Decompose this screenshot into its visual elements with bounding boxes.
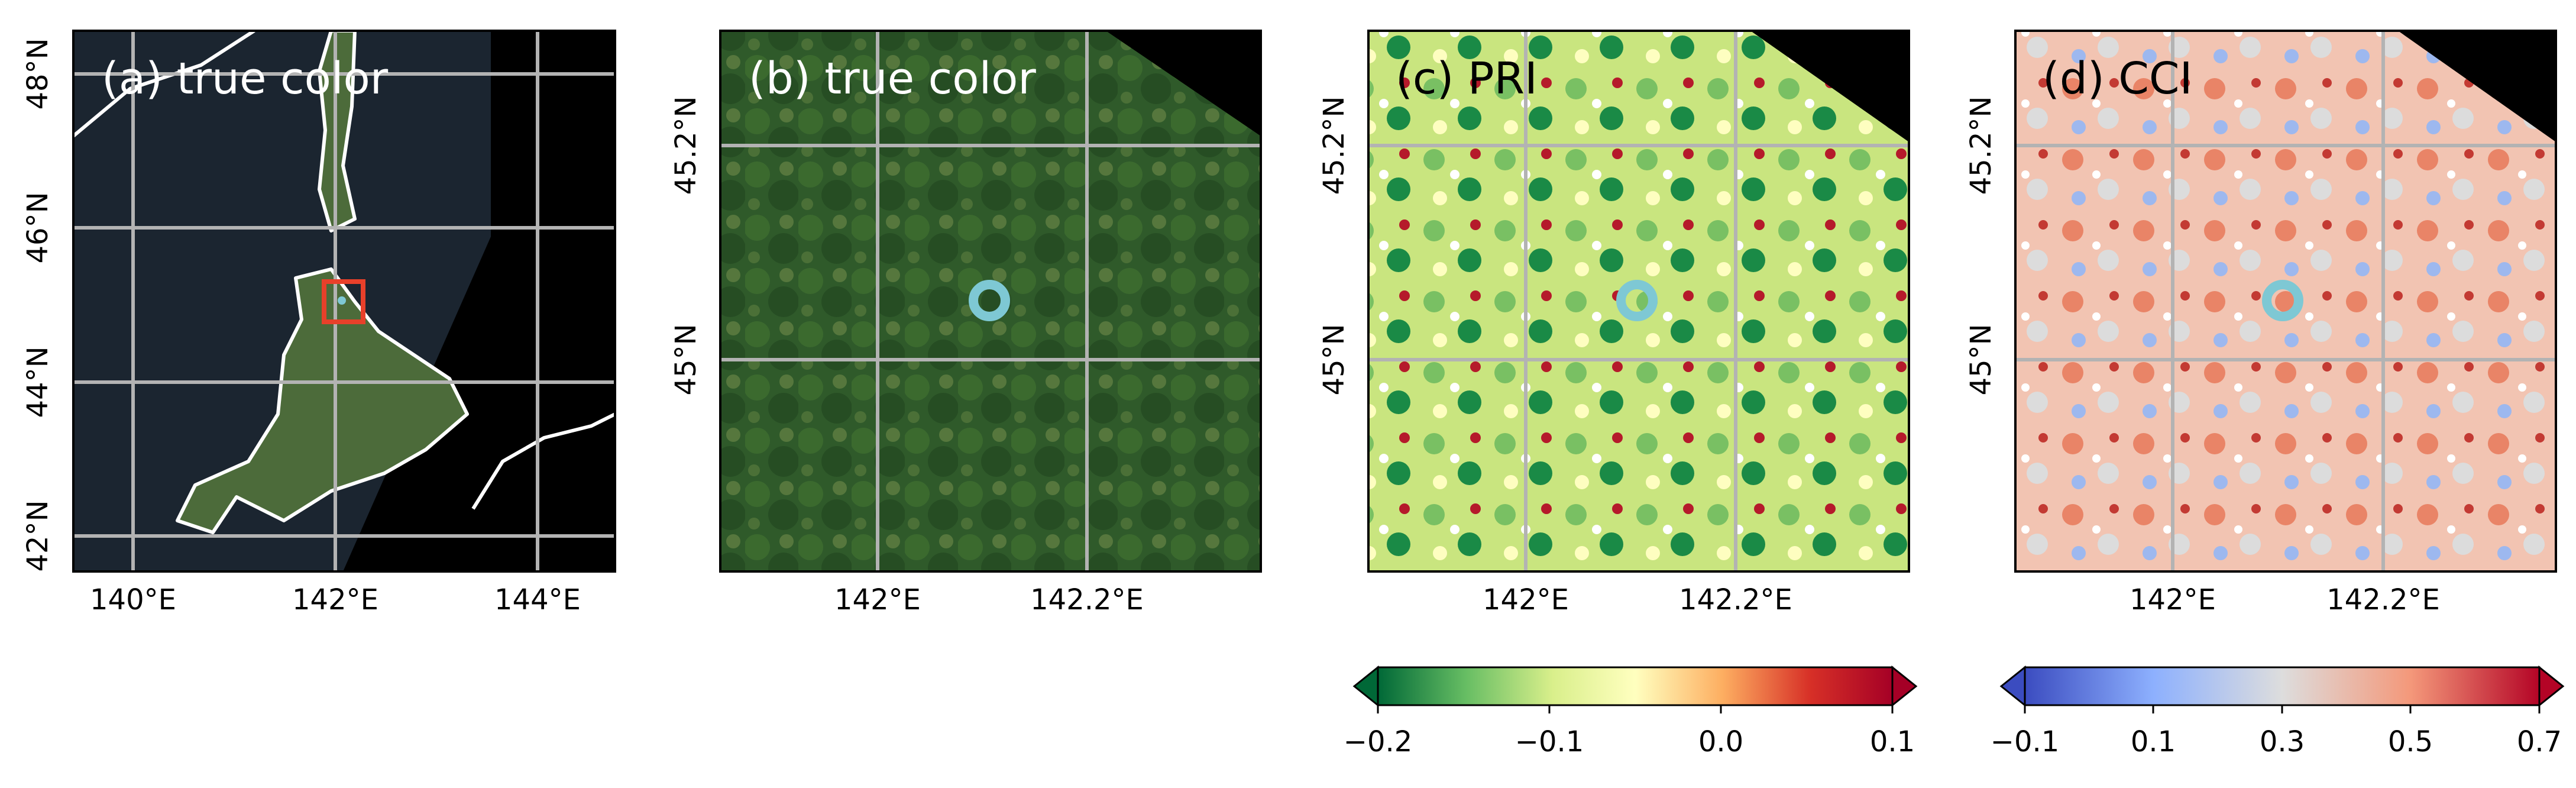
- panel-a-title: (a) true color: [102, 53, 389, 104]
- colorbar-pri-tick: −0.1: [1515, 725, 1584, 758]
- colorbar-cci-tick: 0.7: [2517, 725, 2562, 758]
- panel-b-gridlines: [720, 31, 1261, 571]
- panel-b-lon-tick: 142°E: [834, 583, 921, 616]
- study-area-box: [322, 279, 365, 324]
- panel-d-gridlines: [2015, 31, 2556, 571]
- colorbar-cci-tick: 0.3: [2260, 725, 2305, 758]
- panel-d-site-marker: [2262, 280, 2303, 321]
- panel-b-lon-tick: 142.2°E: [1030, 583, 1144, 616]
- panel-c-lon-tick: 142°E: [1483, 583, 1569, 616]
- coastline-continent: [73, 31, 255, 138]
- panel-c: (c) PRI 142°E 142.2°E 45°N 45.2°N: [1318, 30, 1910, 616]
- coastline-sakhalin: [318, 31, 357, 232]
- panel-c-lat-tick: 45.2°N: [1318, 96, 1351, 195]
- panel-b-title: (b) true color: [749, 53, 1036, 104]
- panel-b-site-marker: [969, 280, 1010, 321]
- panel-b-lat-tick: 45.2°N: [669, 96, 703, 195]
- panel-a-lat-tick: 48°N: [21, 38, 54, 110]
- panel-a-lat-tick: 42°N: [21, 500, 54, 572]
- colorbar-pri: −0.2 −0.1 0.0 0.1: [1344, 665, 1918, 758]
- panel-c-background: [1368, 31, 1909, 571]
- colorbar-cci-lower-extend: [1999, 665, 2026, 708]
- panel-c-site-marker: [1616, 280, 1658, 321]
- panel-a: (a) true color 140°E 142°E 144°E 42°N 44…: [21, 30, 616, 616]
- panel-b-background: [720, 31, 1261, 571]
- colorbar-cci-tick: 0.5: [2388, 725, 2433, 758]
- panel-d-frame: [2014, 30, 2557, 573]
- coastline-kuril: [471, 412, 615, 510]
- panel-a-lon-tick: 142°E: [292, 583, 378, 616]
- panel-c-title: (c) PRI: [1396, 53, 1538, 104]
- panel-b-frame: [719, 30, 1262, 573]
- panel-b: (b) true color 142°E 142.2°E 45°N 45.2°N: [669, 30, 1262, 616]
- colorbar-pri-tick: −0.2: [1344, 725, 1413, 758]
- colorbar-cci-tick: −0.1: [1991, 725, 2060, 758]
- panel-c-lon-tick: 142.2°E: [1679, 583, 1792, 616]
- panel-a-lat-tick: 44°N: [21, 347, 54, 418]
- panel-b-lat-tick: 45°N: [669, 324, 703, 396]
- colorbar-cci-tick: 0.1: [2131, 725, 2176, 758]
- colorbar-pri-lower-extend: [1352, 665, 1379, 708]
- panel-c-no-data-area: [1750, 31, 1909, 142]
- panel-c-gridlines: [1368, 31, 1909, 571]
- colorbar-pri-bar: [1377, 666, 1894, 706]
- colorbar-cci-bar: [2024, 666, 2541, 706]
- panel-d-lon-tick: 142°E: [2130, 583, 2216, 616]
- panel-d-lon-tick: 142.2°E: [2326, 583, 2440, 616]
- panel-c-frame: [1367, 30, 1910, 573]
- panel-a-lat-tick: 46°N: [21, 192, 54, 264]
- colorbar-cci-upper-extend: [2538, 665, 2565, 708]
- panel-d-lat-tick: 45°N: [1965, 324, 1998, 396]
- coastline-hokkaido: [176, 267, 469, 534]
- panel-a-gridlines: [73, 31, 615, 571]
- colorbar-pri-tick: 0.0: [1698, 725, 1743, 758]
- panel-d-lat-tick: 45.2°N: [1965, 96, 1998, 195]
- colorbar-cci: −0.1 0.1 0.3 0.5 0.7: [1991, 665, 2565, 758]
- panel-a-frame: [72, 30, 616, 573]
- panel-c-lat-tick: 45°N: [1318, 324, 1351, 396]
- panel-a-lon-tick: 140°E: [90, 583, 176, 616]
- colorbar-pri-upper-extend: [1891, 665, 1918, 708]
- panel-b-no-data-area: [1106, 31, 1261, 136]
- panel-a-site-marker: [338, 296, 346, 305]
- panel-d-no-data-area: [2398, 31, 2556, 142]
- panel-d-title: (d) CCI: [2043, 53, 2192, 104]
- colorbar-pri-tick: 0.1: [1870, 725, 1915, 758]
- panel-a-lon-tick: 144°E: [494, 583, 581, 616]
- panel-d-background: [2015, 31, 2556, 571]
- panel-d: (d) CCI 142°E 142.2°E 45°N 45.2°N: [1965, 30, 2557, 616]
